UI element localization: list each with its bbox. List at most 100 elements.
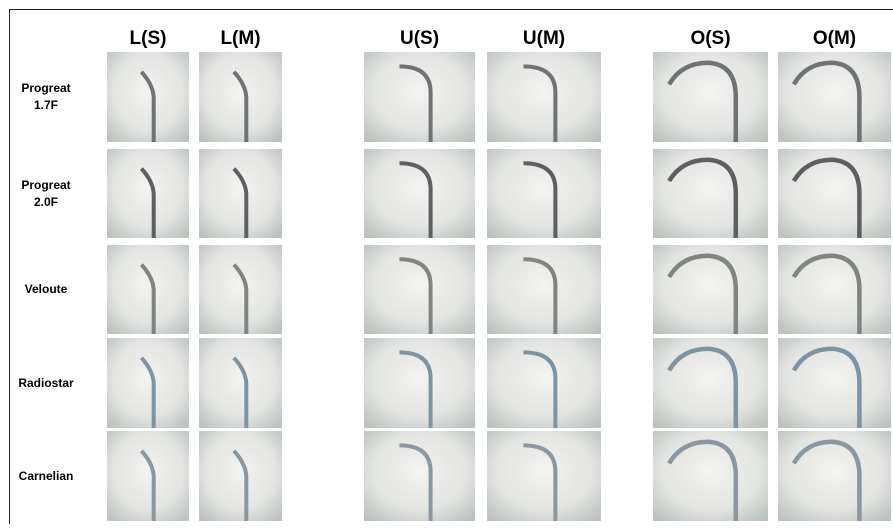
photo (653, 431, 768, 521)
photo (364, 431, 475, 521)
photo-background (199, 149, 282, 238)
photo (778, 149, 891, 238)
photo-image (107, 149, 189, 238)
photo-background (364, 52, 475, 142)
photo-background (487, 149, 601, 238)
row-label: Radiostar (12, 338, 80, 428)
photo-image (364, 431, 475, 521)
photo (487, 149, 601, 238)
photo (107, 149, 189, 238)
photo-image (487, 338, 601, 428)
column-header: U(M) (487, 28, 601, 50)
photo-background (107, 245, 189, 334)
row-label: Veloute (12, 245, 80, 334)
photo-image (487, 149, 601, 238)
photo-background (199, 431, 282, 521)
photo-background (487, 52, 601, 142)
photo-image (199, 149, 282, 238)
photo-background (199, 338, 282, 428)
column-header: L(S) (107, 28, 189, 50)
photo-background (778, 149, 891, 238)
photo-image (364, 245, 475, 334)
photo (653, 338, 768, 428)
photo (199, 338, 282, 428)
column-header: O(M) (778, 28, 891, 50)
photo-background (199, 245, 282, 334)
photo-image (364, 149, 475, 238)
photo (364, 245, 475, 334)
photo-background (653, 149, 768, 238)
photo (107, 245, 189, 334)
photo-image (653, 52, 768, 142)
column-header: U(S) (364, 28, 475, 50)
photo-image (107, 245, 189, 334)
photo-background (487, 338, 601, 428)
photo (487, 52, 601, 142)
row-label: Carnelian (12, 431, 80, 521)
photo (107, 338, 189, 428)
photo-image (653, 431, 768, 521)
row-label: Progreat 1.7F (12, 52, 80, 142)
photo-background (487, 245, 601, 334)
column-header: L(M) (199, 28, 282, 50)
photo (364, 52, 475, 142)
photo-background (778, 52, 891, 142)
photo-background (653, 431, 768, 521)
photo (199, 149, 282, 238)
photo-image (487, 52, 601, 142)
photo-image (199, 245, 282, 334)
photo-image (778, 245, 891, 334)
photo-image (107, 431, 189, 521)
photo (107, 52, 189, 142)
photo-background (487, 431, 601, 521)
photo-background (653, 52, 768, 142)
photo-image (199, 338, 282, 428)
photo-background (364, 245, 475, 334)
photo-background (107, 338, 189, 428)
column-header: O(S) (653, 28, 768, 50)
photo (778, 245, 891, 334)
photo-image (778, 149, 891, 238)
photo-image (653, 338, 768, 428)
photo-image (199, 431, 282, 521)
photo-image (778, 52, 891, 142)
photo (487, 431, 601, 521)
photo (107, 431, 189, 521)
photo (364, 338, 475, 428)
photo (778, 338, 891, 428)
photo-background (778, 431, 891, 521)
photo-background (364, 431, 475, 521)
photo-background (199, 52, 282, 142)
photo (364, 149, 475, 238)
photo-background (364, 338, 475, 428)
photo (653, 52, 768, 142)
photo-background (107, 149, 189, 238)
photo-background (778, 245, 891, 334)
photo (199, 52, 282, 142)
photo-background (107, 52, 189, 142)
photo-background (364, 149, 475, 238)
photo-image (653, 245, 768, 334)
photo-image (778, 431, 891, 521)
photo (199, 431, 282, 521)
photo (653, 245, 768, 334)
photo (778, 431, 891, 521)
photo-image (107, 338, 189, 428)
row-label: Progreat 2.0F (12, 149, 80, 238)
photo-image (364, 52, 475, 142)
photo-background (653, 245, 768, 334)
photo-image (778, 338, 891, 428)
photo-background (653, 338, 768, 428)
photo-image (107, 52, 189, 142)
photo (778, 52, 891, 142)
photo-image (653, 149, 768, 238)
photo (487, 338, 601, 428)
photo-background (778, 338, 891, 428)
photo (653, 149, 768, 238)
photo-background (107, 431, 189, 521)
photo-image (487, 245, 601, 334)
photo-image (364, 338, 475, 428)
photo-image (487, 431, 601, 521)
photo-image (199, 52, 282, 142)
photo (487, 245, 601, 334)
